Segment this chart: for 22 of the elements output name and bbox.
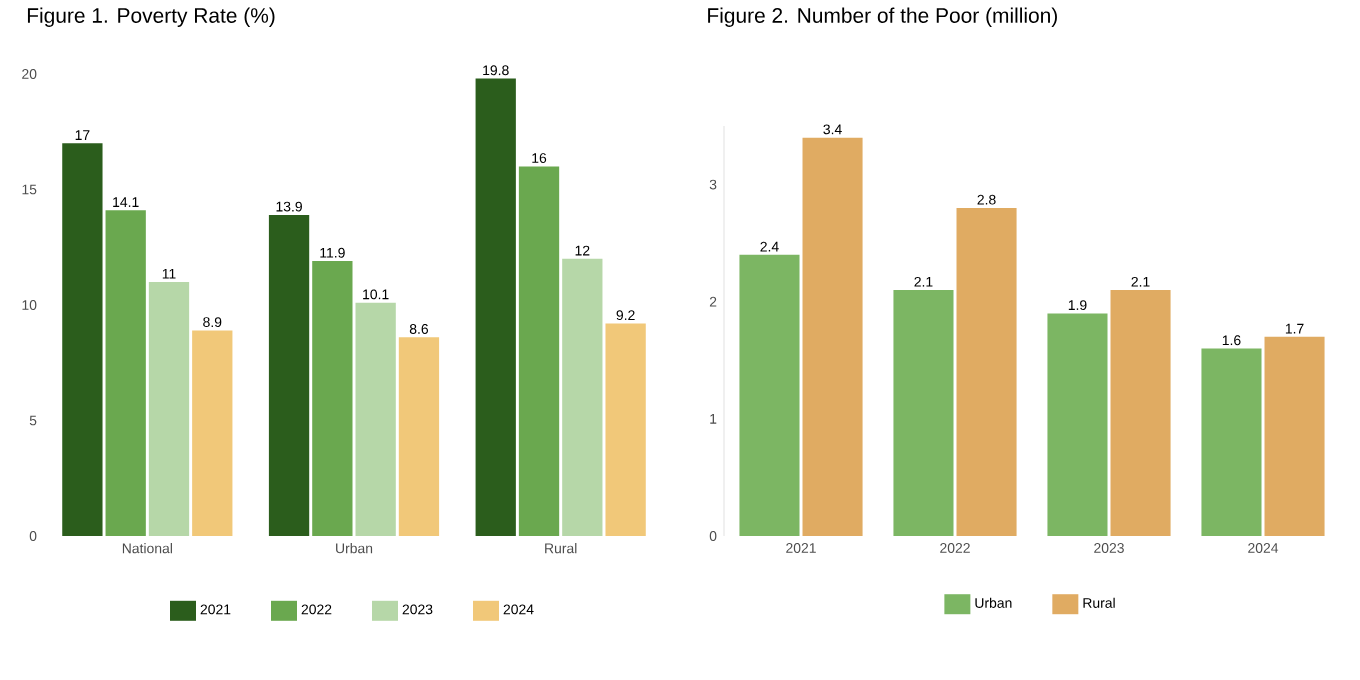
bar — [148, 281, 190, 536]
bar — [62, 143, 103, 536]
bar — [268, 214, 310, 536]
bar — [475, 78, 516, 536]
bar — [1047, 313, 1108, 536]
bar — [1201, 348, 1262, 536]
bar — [312, 261, 353, 536]
bar — [518, 166, 560, 536]
bar — [893, 290, 954, 536]
bar — [1110, 290, 1171, 536]
bar — [605, 323, 646, 536]
bar — [562, 258, 603, 536]
bar — [105, 210, 146, 536]
chart-title: Figure 1. Poverty Rate (%) — [27, 7, 275, 28]
bar — [192, 330, 233, 536]
chart-title: Figure 2. Number of the Poor (million) — [708, 7, 1057, 27]
bar — [802, 137, 863, 536]
bar — [739, 254, 800, 536]
bar — [956, 208, 1017, 536]
bar — [1264, 336, 1325, 536]
bar — [398, 337, 440, 536]
bar — [355, 302, 396, 536]
